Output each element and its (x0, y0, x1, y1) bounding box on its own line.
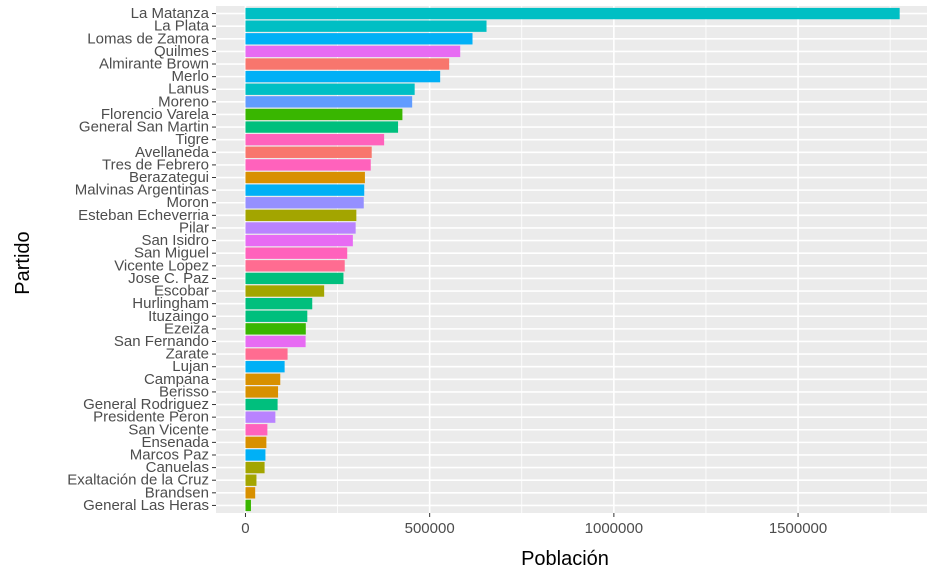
bar (245, 373, 281, 385)
y-tick-label: Quilmes (154, 43, 209, 60)
bar (245, 474, 257, 486)
y-tick-label: Almirante Brown (99, 56, 209, 73)
bar (245, 398, 278, 411)
y-tick-label: Marcos Paz (130, 446, 209, 463)
y-tick-label: Lujan (172, 358, 209, 375)
bar (245, 297, 313, 310)
bar (245, 83, 415, 95)
y-tick-label: Berisso (159, 383, 209, 400)
y-tick-label: Canuelas (146, 459, 209, 476)
bar (245, 96, 413, 108)
bar (245, 348, 288, 360)
bar (245, 20, 487, 32)
x-tick-label: 1000000 (585, 520, 643, 537)
bar (245, 285, 325, 297)
bar (245, 33, 473, 45)
y-tick-label: La Matanza (131, 5, 210, 22)
y-tick-label: La Plata (154, 18, 210, 35)
bar (245, 222, 356, 234)
y-tick-label: Jose C. Paz (128, 270, 209, 287)
y-tick-label: Zarate (166, 346, 209, 363)
y-tick-label: Pilar (179, 219, 209, 236)
bar (245, 108, 403, 121)
bar (245, 499, 251, 512)
y-tick-label: San Isidro (141, 232, 209, 249)
bar (245, 335, 306, 348)
y-tick-label: Moreno (158, 93, 209, 110)
y-tick-label: Hurlingham (132, 295, 209, 312)
bar (245, 159, 371, 171)
y-tick-label: General San Martin (79, 119, 209, 136)
y-tick-label: Presidente Peron (93, 409, 209, 426)
y-tick-label: Escobar (154, 283, 209, 300)
bar (245, 234, 353, 247)
bar (245, 121, 399, 133)
bar (245, 197, 364, 209)
y-tick-label: Avellaneda (135, 144, 210, 161)
y-tick-label: Malvinas Argentinas (75, 182, 209, 199)
y-tick-label: Berazategui (129, 169, 209, 186)
bar (245, 58, 450, 70)
bar (245, 310, 308, 322)
x-tick-label: 0 (241, 520, 249, 537)
y-tick-label: Ituzaingo (148, 308, 209, 325)
bar (245, 424, 268, 436)
bar (245, 272, 344, 285)
bar (245, 449, 266, 461)
bar (245, 70, 441, 83)
y-tick-label: Vicente Lopez (114, 257, 209, 274)
y-tick-label: Tigre (175, 131, 209, 148)
y-tick-label: Ensenada (141, 434, 209, 451)
bars (245, 7, 900, 512)
y-tick-label: General Las Heras (83, 497, 209, 514)
bar (245, 260, 345, 272)
y-tick-label: Esteban Echeverria (78, 207, 210, 224)
y-tick-label: Lomas de Zamora (87, 30, 209, 47)
bar (245, 146, 372, 158)
y-tick-label: Merlo (171, 68, 209, 85)
y-tick-label: Brandsen (145, 484, 209, 501)
y-tick-label: Campana (144, 371, 210, 388)
y-tick-label: Exaltación de la Cruz (67, 472, 209, 489)
y-tick-label: Florencio Varela (101, 106, 210, 123)
bar (245, 184, 365, 196)
bar (245, 436, 267, 449)
bar (245, 247, 348, 259)
bar (245, 323, 306, 335)
x-axis-ticks: 0 500000 1000000 1500000 (241, 513, 827, 537)
bar (245, 45, 461, 58)
x-tick-label: 500000 (405, 520, 455, 537)
bar (245, 487, 256, 499)
bar (245, 461, 265, 474)
bar (245, 361, 285, 373)
bar (245, 134, 385, 146)
x-axis-title: Población (521, 548, 609, 570)
x-tick-label: 1500000 (769, 520, 827, 537)
y-tick-label: San Miguel (134, 245, 209, 262)
y-tick-label: San Vicente (128, 421, 209, 438)
y-tick-label: Tres de Febrero (102, 156, 209, 173)
y-tick-label: Lanus (168, 81, 209, 98)
y-axis-title: Partido (12, 231, 34, 294)
bar (245, 7, 900, 20)
bar (245, 386, 279, 398)
bar (245, 411, 276, 423)
bar (245, 171, 365, 184)
bar (245, 209, 357, 222)
y-tick-label: Moron (166, 194, 209, 211)
y-tick-label: General Rodriguez (83, 396, 209, 413)
y-tick-label: San Fernando (114, 333, 209, 350)
y-tick-label: Ezeiza (164, 320, 210, 337)
